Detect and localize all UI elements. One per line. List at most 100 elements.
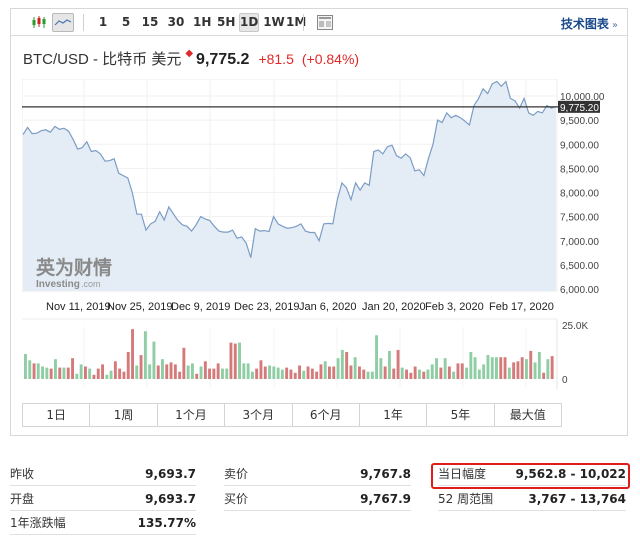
volume-bar bbox=[435, 358, 438, 379]
stat-row: 开盘 9,693.7 bbox=[10, 487, 196, 511]
volume-bar bbox=[259, 360, 263, 379]
x-axis-label: Nov 11, 2019 bbox=[46, 301, 111, 313]
stat-label: 1年涨跌幅 bbox=[10, 516, 66, 530]
volume-bar bbox=[336, 358, 340, 379]
volume-bar bbox=[396, 349, 400, 379]
volume-bar bbox=[362, 369, 366, 379]
volume-bar bbox=[405, 369, 408, 379]
volume-bar bbox=[546, 359, 550, 379]
volume-bar bbox=[71, 358, 74, 379]
range-button[interactable]: 1个月 bbox=[157, 404, 226, 426]
volume-bar bbox=[105, 374, 109, 379]
line-chart-icon[interactable] bbox=[52, 13, 74, 32]
y-axis-label: 10,000.00 bbox=[560, 92, 605, 103]
interval-1[interactable]: 1 bbox=[98, 15, 108, 29]
stat-label: 买价 bbox=[224, 491, 249, 506]
interval-1m[interactable]: 1M bbox=[286, 15, 307, 29]
volume-axis-label: 25.0K bbox=[562, 321, 588, 332]
volume-bar bbox=[533, 362, 537, 379]
volume-bar bbox=[345, 352, 349, 379]
chart-toolbar: 1 5 15 30 1H 5H 1D 1W 1M 技术图表» bbox=[11, 9, 627, 36]
interval-15[interactable]: 15 bbox=[141, 15, 159, 29]
range-button[interactable]: 5年 bbox=[427, 404, 495, 426]
volume-bar bbox=[178, 371, 182, 379]
volume-bar bbox=[542, 372, 546, 379]
volume-bar bbox=[186, 365, 190, 379]
volume-bar bbox=[340, 349, 344, 379]
stat-label: 卖价 bbox=[224, 467, 249, 481]
volume-bar bbox=[233, 343, 237, 379]
layout-icon[interactable] bbox=[316, 13, 334, 32]
volume-bar bbox=[456, 363, 460, 379]
volume-bar bbox=[280, 369, 284, 379]
volume-bar bbox=[118, 368, 122, 379]
price-chart[interactable]: 英为财情 Investing .com 10,000.00 9,500.00 9,000.… bbox=[22, 79, 618, 399]
volume-bar bbox=[45, 367, 49, 379]
volume-bar bbox=[88, 368, 92, 379]
stat-label: 昨收 bbox=[10, 467, 35, 481]
interval-30[interactable]: 30 bbox=[167, 15, 185, 29]
y-axis-label: 8,000.00 bbox=[560, 189, 599, 200]
volume-bar bbox=[452, 371, 456, 379]
volume-bar bbox=[195, 373, 199, 379]
volume-bar bbox=[388, 350, 391, 379]
volume-bar bbox=[507, 367, 511, 379]
volume-bar bbox=[131, 329, 134, 379]
interval-1d[interactable]: 1D bbox=[239, 13, 259, 32]
volume-bar bbox=[306, 366, 310, 379]
technical-chart-link[interactable]: 技术图表» bbox=[561, 15, 618, 32]
volume-bar bbox=[84, 366, 87, 379]
range-button[interactable]: 1年 bbox=[359, 404, 428, 426]
last-price: 9,775.2 bbox=[196, 51, 250, 68]
volume-bar bbox=[242, 363, 246, 379]
stat-value: 9,693.7 bbox=[145, 491, 196, 506]
chart-widget: 1 5 15 30 1H 5H 1D 1W 1M 技术图表» BTC/USD - 比特币 美元 ◆… bbox=[10, 8, 628, 436]
stat-row: 买价 9,767.9 bbox=[224, 487, 411, 511]
volume-bar bbox=[139, 355, 143, 379]
day-range-highlight bbox=[431, 463, 630, 489]
range-button[interactable]: 1周 bbox=[90, 404, 158, 426]
interval-5h[interactable]: 5H bbox=[217, 15, 236, 29]
volume-bar bbox=[135, 365, 139, 379]
volume-bar bbox=[503, 357, 507, 379]
volume-bar bbox=[413, 366, 417, 379]
volume-bar bbox=[268, 365, 271, 379]
volume-bar bbox=[191, 363, 194, 379]
volume-bar bbox=[32, 363, 36, 379]
range-button[interactable]: 3个月 bbox=[225, 404, 293, 426]
interval-1w[interactable]: 1W bbox=[263, 15, 285, 29]
volume-bar bbox=[199, 366, 203, 379]
range-button[interactable]: 最大值 bbox=[494, 404, 561, 426]
volume-bar bbox=[469, 352, 473, 379]
volume-bar bbox=[516, 361, 520, 379]
candlestick-icon[interactable] bbox=[29, 13, 49, 32]
volume-bar bbox=[400, 367, 404, 379]
volume-bar bbox=[495, 357, 498, 379]
volume-bar bbox=[101, 364, 104, 379]
volume-bar bbox=[439, 367, 443, 379]
volume-bar bbox=[499, 357, 503, 379]
volume-bar bbox=[332, 366, 336, 379]
volume-bar bbox=[58, 367, 62, 379]
stat-row: 卖价 9,767.8 bbox=[224, 462, 411, 486]
volume-bar bbox=[392, 368, 396, 379]
volume-bar bbox=[203, 361, 207, 379]
volume-bar bbox=[460, 363, 464, 379]
range-button[interactable]: 6个月 bbox=[292, 404, 360, 426]
current-price-tag-label: 9,775.20 bbox=[560, 103, 599, 114]
volume-bar bbox=[66, 367, 70, 379]
volume-bar bbox=[79, 364, 83, 379]
volume-bar bbox=[96, 368, 100, 379]
volume-bar bbox=[443, 358, 447, 379]
volume-bar bbox=[272, 366, 276, 379]
volume-bar bbox=[383, 366, 387, 379]
volume-bar bbox=[366, 371, 370, 379]
volume-bar bbox=[520, 357, 524, 379]
time-range-selector: 1日 1周 1个月 3个月 6个月 1年 5年 最大值 bbox=[22, 403, 562, 427]
volume-bar bbox=[430, 364, 434, 379]
range-button[interactable]: 1日 bbox=[23, 404, 91, 426]
interval-1h[interactable]: 1H bbox=[193, 15, 212, 29]
volume-bar bbox=[349, 365, 353, 379]
interval-5[interactable]: 5 bbox=[121, 15, 131, 29]
